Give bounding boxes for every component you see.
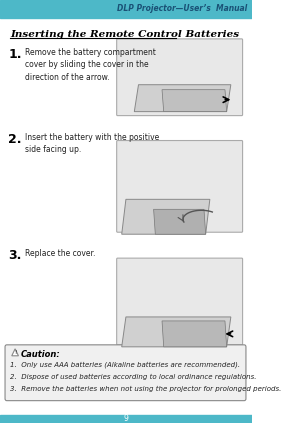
Polygon shape xyxy=(154,209,206,234)
Bar xyxy=(0,0,252,18)
Text: Inserting the Remote Control Batteries: Inserting the Remote Control Batteries xyxy=(10,30,239,39)
Text: 1.  Only use AAA batteries (Alkaline batteries are recommended).: 1. Only use AAA batteries (Alkaline batt… xyxy=(10,362,240,368)
Text: Caution:: Caution: xyxy=(21,350,61,359)
Bar xyxy=(0,415,252,423)
FancyBboxPatch shape xyxy=(117,258,243,345)
Text: 2.  Dispose of used batteries according to local ordinance regulations.: 2. Dispose of used batteries according t… xyxy=(10,374,256,380)
Polygon shape xyxy=(122,317,231,347)
Text: 9: 9 xyxy=(124,414,128,423)
Text: !: ! xyxy=(14,350,16,355)
Polygon shape xyxy=(134,85,231,112)
Text: 3.  Remove the batteries when not using the projector for prolonged periods.: 3. Remove the batteries when not using t… xyxy=(10,386,281,392)
Polygon shape xyxy=(122,199,210,234)
Text: Remove the battery compartment
cover by sliding the cover in the
direction of th: Remove the battery compartment cover by … xyxy=(25,48,156,82)
Text: 2.: 2. xyxy=(8,133,22,145)
Polygon shape xyxy=(162,321,226,347)
FancyBboxPatch shape xyxy=(117,39,243,116)
Text: 3.: 3. xyxy=(8,249,22,262)
Text: Replace the cover.: Replace the cover. xyxy=(25,249,96,258)
FancyBboxPatch shape xyxy=(5,345,246,401)
Text: DLP Projector—User’s  Manual: DLP Projector—User’s Manual xyxy=(117,5,248,14)
Polygon shape xyxy=(12,349,19,356)
Text: Insert the battery with the positive
side facing up.: Insert the battery with the positive sid… xyxy=(25,133,159,154)
Text: 1.: 1. xyxy=(8,48,22,61)
Polygon shape xyxy=(162,90,226,112)
FancyBboxPatch shape xyxy=(117,140,243,232)
